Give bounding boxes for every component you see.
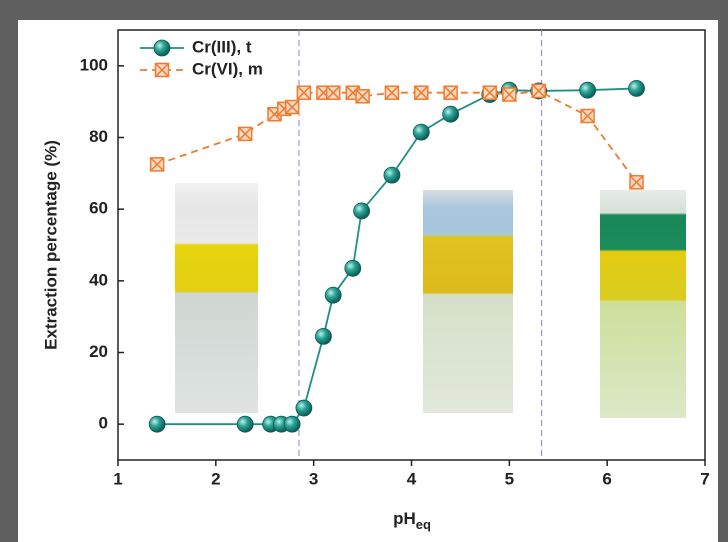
y-tick-label: 80 <box>89 127 108 146</box>
data-point <box>315 328 331 344</box>
x-tick-label: 2 <box>211 469 220 488</box>
data-point <box>327 86 340 99</box>
data-point <box>384 167 400 183</box>
x-tick-label: 5 <box>505 469 514 488</box>
data-point <box>444 86 457 99</box>
data-point <box>385 86 398 99</box>
data-point <box>630 176 643 189</box>
data-point <box>239 127 252 140</box>
data-point <box>286 101 299 114</box>
data-point <box>296 400 312 416</box>
data-point <box>415 86 428 99</box>
photo <box>423 190 513 413</box>
y-tick-label: 40 <box>89 270 108 289</box>
x-tick-label: 3 <box>309 469 318 488</box>
data-point <box>354 203 370 219</box>
legend-label: Cr(III), t <box>192 37 252 56</box>
y-axis-title: Extraction percentage (%) <box>41 140 60 350</box>
data-point <box>580 82 596 98</box>
data-point <box>503 88 516 101</box>
y-tick-label: 60 <box>89 199 108 218</box>
y-tick-label: 100 <box>80 55 108 74</box>
data-point <box>149 416 165 432</box>
x-tick-label: 1 <box>113 469 122 488</box>
x-tick-label: 6 <box>602 469 611 488</box>
legend-label: Cr(VI), m <box>192 59 263 78</box>
data-point <box>532 84 545 97</box>
photo <box>600 190 686 418</box>
data-point <box>237 416 253 432</box>
data-point <box>413 124 429 140</box>
data-point <box>151 158 164 171</box>
page: {"chart_data": {"type": "line", "xlabel"… <box>0 0 728 542</box>
x-tick-label: 7 <box>700 469 709 488</box>
data-point <box>581 110 594 123</box>
x-axis-title-sub: eq <box>416 517 431 532</box>
data-point <box>325 287 341 303</box>
data-point <box>443 106 459 122</box>
y-tick-label: 0 <box>99 414 108 433</box>
y-tick-label: 20 <box>89 342 108 361</box>
legend-marker <box>154 40 170 56</box>
chart: pHeq Extraction percentage (%) 0 20 40 60 80… <box>0 0 728 542</box>
data-point <box>356 90 369 103</box>
x-tick-label: 4 <box>407 469 417 488</box>
data-point <box>345 260 361 276</box>
legend-marker <box>156 64 169 77</box>
data-point <box>297 86 310 99</box>
x-axis-title-main: pH <box>393 509 416 528</box>
data-point <box>284 416 300 432</box>
photo <box>175 183 258 413</box>
data-point <box>483 86 496 99</box>
data-point <box>629 80 645 96</box>
